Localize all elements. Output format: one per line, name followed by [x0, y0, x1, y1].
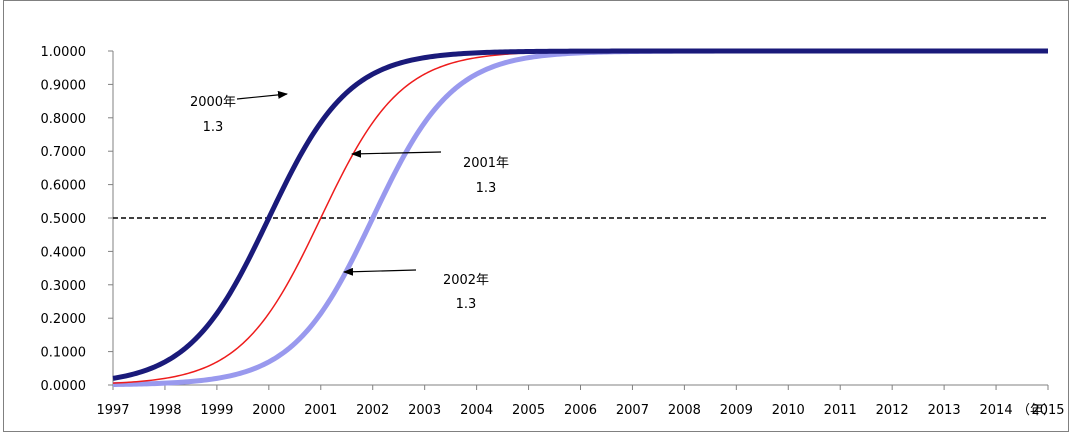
y-tick-label: 0.2000 — [41, 312, 87, 327]
x-tick-label: 1997 — [96, 403, 129, 418]
y-tick-label: 0.5000 — [41, 212, 87, 227]
y-tick-label: 0.9000 — [41, 78, 87, 93]
x-tick-label: 2009 — [720, 403, 753, 418]
annotation-label-2001年: 2001年 — [463, 156, 509, 171]
y-tick-label: 0.1000 — [41, 346, 87, 361]
series-line-2001 — [112, 50, 1048, 384]
y-tick-label: 0.3000 — [41, 279, 87, 294]
x-tick-label: 2014 — [980, 403, 1013, 418]
annotation-value: 1.3 — [203, 120, 224, 135]
x-unit-label: （年） — [1017, 403, 1056, 418]
y-tick-label: 0.7000 — [41, 145, 87, 160]
annotation-label-2000年: 2000年 — [190, 95, 236, 110]
x-tick-label: 2008 — [668, 403, 701, 418]
annotation-arrow — [343, 267, 417, 276]
y-tick-label: 0.8000 — [41, 112, 87, 127]
y-axis: 0.0000 0.1000 0.2000 0.3000 0.4000 0.5000 0.60… — [41, 45, 114, 394]
annotation-label-2002年: 2002年 — [443, 273, 489, 288]
x-tick-label: 2003 — [408, 403, 441, 418]
y-tick-label: 0.6000 — [41, 179, 87, 194]
y-tick-label: 0.4000 — [41, 245, 87, 260]
annotations: 2000年 1.3 2001年 1.3 2002年 1.3 — [190, 90, 509, 312]
y-tick-label: 0.0000 — [41, 379, 87, 394]
x-tick-label: 2005 — [512, 403, 545, 418]
x-tick-label: 2000 — [252, 403, 285, 418]
x-tick-label: 2013 — [928, 403, 961, 418]
annotation-arrow — [236, 90, 288, 100]
x-tick-label: 2004 — [460, 403, 493, 418]
x-tick-label: 1998 — [148, 403, 181, 418]
chart-frame — [3, 0, 1069, 432]
x-tick-label: 2007 — [616, 403, 649, 418]
x-tick-label: 2015 — [1031, 403, 1064, 418]
annotation-value: 1.3 — [476, 181, 497, 196]
series-lines — [112, 48, 1048, 387]
x-tick-label: 2001 — [304, 403, 337, 418]
annotation-arrow — [351, 149, 442, 158]
x-tick-label: 2010 — [772, 403, 805, 418]
x-tick-label: 2002 — [356, 403, 389, 418]
x-tick-label: 2006 — [564, 403, 597, 418]
x-tick-label: 2012 — [876, 403, 909, 418]
x-tick-label: 1999 — [200, 403, 233, 418]
x-axis: 1997 1998 1999 2000 2001 2002 2003 2004 2005 2006… — [96, 384, 1065, 418]
x-tick-label: 2011 — [824, 403, 857, 418]
annotation-value: 1.3 — [456, 297, 477, 312]
series-line-2000 — [112, 48, 1048, 381]
y-tick-label: 1.0000 — [41, 45, 87, 60]
